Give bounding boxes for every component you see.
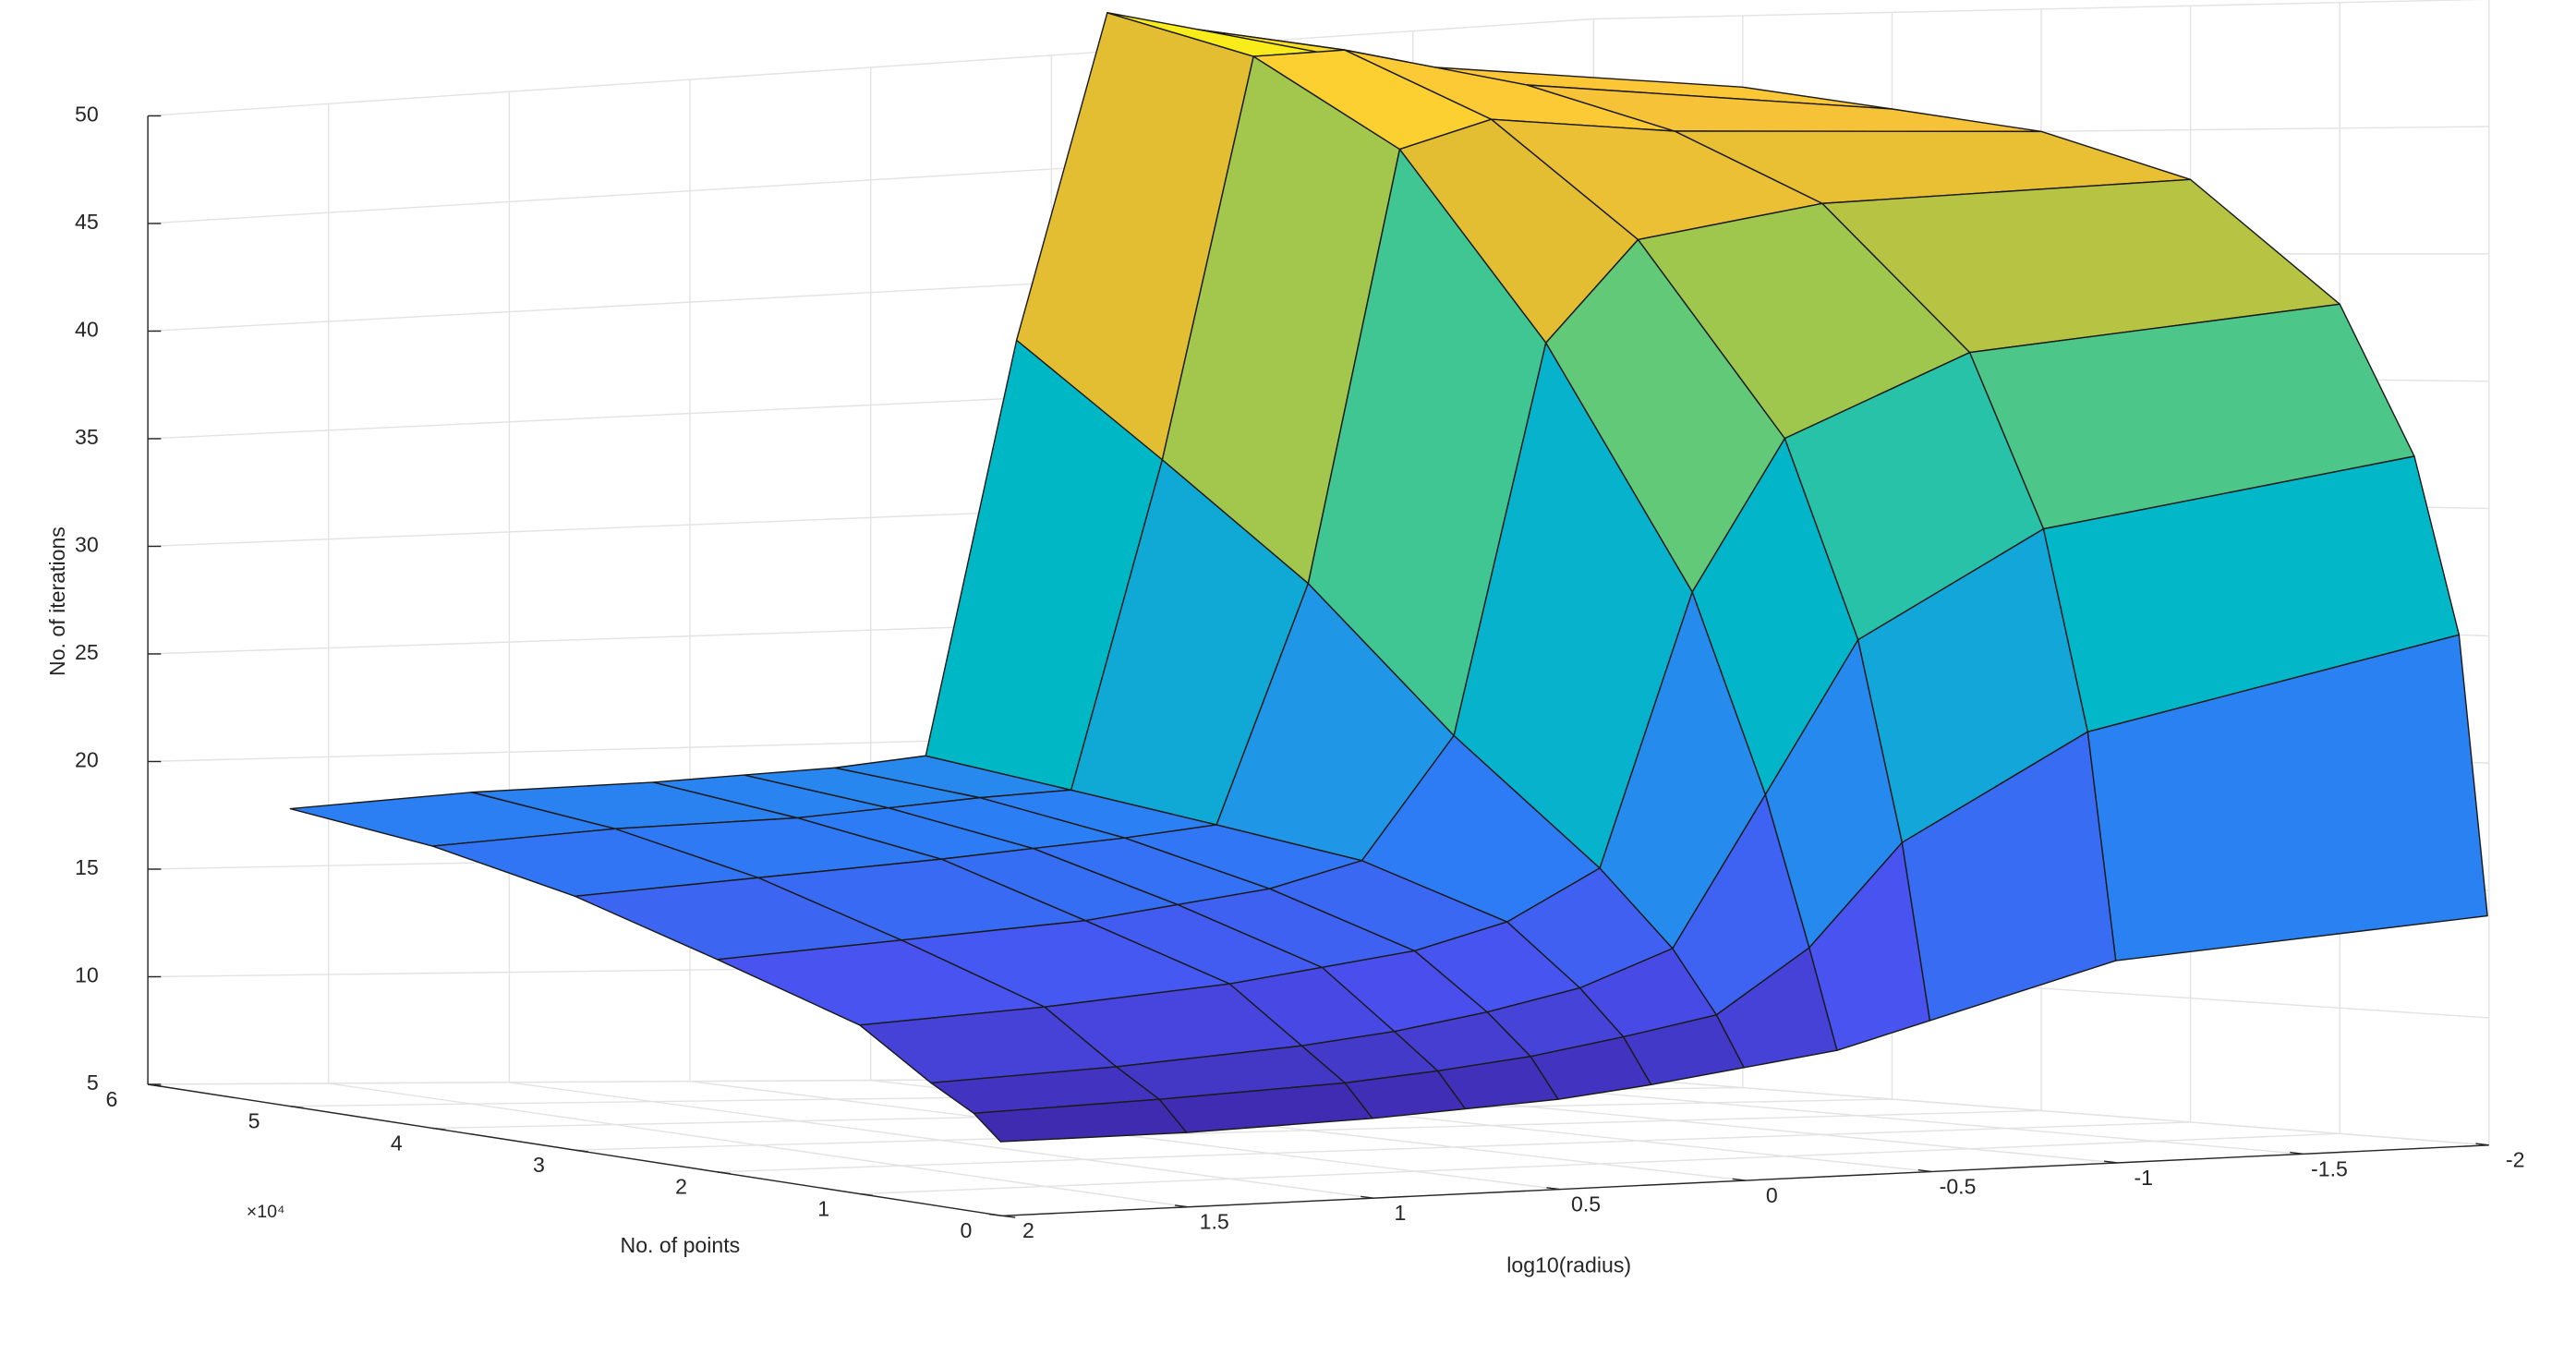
x-tick <box>2103 1160 2118 1164</box>
y-tick <box>290 1106 304 1109</box>
x-tick <box>1917 1169 1932 1173</box>
y-tick <box>859 1192 874 1197</box>
x-tick <box>1546 1187 1560 1191</box>
z-tick-label: 20 <box>75 748 99 772</box>
x-axis-label: log10(radius) <box>1506 1253 1631 1277</box>
y-tick-label: 0 <box>960 1218 972 1242</box>
y-tick <box>432 1127 446 1131</box>
z-tick-label: 25 <box>75 640 99 664</box>
x-tick-label: -2 <box>2506 1148 2525 1172</box>
y-tick <box>574 1149 588 1153</box>
y-tick-label: 2 <box>675 1175 687 1199</box>
y-tick-label: 1 <box>817 1196 829 1220</box>
surface-cell <box>2086 634 2488 962</box>
z-tick-label: 45 <box>75 210 99 234</box>
x-tick-label: -0.5 <box>1940 1174 1977 1198</box>
y-tick <box>717 1171 732 1175</box>
z-axis-label: No. of iterations <box>45 526 69 676</box>
x-tick-label: -1.5 <box>2311 1156 2348 1180</box>
x-tick <box>2475 1143 2489 1146</box>
x-tick-label: 1 <box>1394 1201 1406 1225</box>
x-tick <box>988 1213 1003 1217</box>
x-tick <box>1174 1204 1189 1208</box>
y-tick-label: 6 <box>106 1087 118 1111</box>
x-tick <box>1732 1178 1746 1181</box>
x-tick-label: 0 <box>1766 1183 1778 1207</box>
z-tick-label: 5 <box>87 1071 99 1095</box>
x-tick <box>2290 1151 2304 1155</box>
x-tick-label: -1 <box>2134 1166 2153 1190</box>
z-tick-label: 10 <box>75 963 99 987</box>
z-tick-label: 35 <box>75 425 99 449</box>
z-tick-label: 50 <box>75 103 99 127</box>
y-multiplier: ×10⁴ <box>247 1202 285 1222</box>
y-tick-label: 4 <box>391 1131 403 1155</box>
y-tick <box>1001 1215 1016 1218</box>
y-axis-label: No. of points <box>621 1233 741 1257</box>
x-tick <box>1361 1195 1374 1199</box>
x-tick-label: 1.5 <box>1200 1210 1229 1234</box>
z-tick-label: 15 <box>75 855 99 879</box>
y-tick-label: 5 <box>248 1109 260 1133</box>
x-grid-line <box>147 115 1003 1217</box>
x-tick-label: 2 <box>1022 1218 1034 1242</box>
z-tick-label: 40 <box>75 318 99 342</box>
y-tick <box>147 1083 162 1087</box>
z-tick-label: 30 <box>75 533 99 557</box>
y-tick-label: 3 <box>533 1153 545 1177</box>
x-tick-label: 0.5 <box>1571 1192 1601 1216</box>
